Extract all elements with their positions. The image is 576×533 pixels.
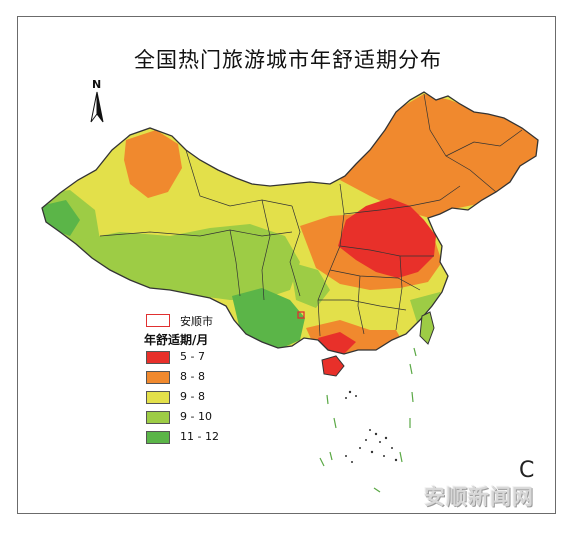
legend-title: 年舒适期/月 [144,333,209,347]
zone-sichuan [290,262,330,308]
corner-label: C [519,458,535,483]
zone-xinjiang-north [124,130,182,198]
legend-label: 11 - 12 [180,430,219,443]
legend-label: 9 - 8 [180,390,205,403]
watermark-logo: 安顺新闻网 [424,485,534,509]
hainan-island [321,355,345,377]
south-china-sea-islands [345,390,398,463]
zone-north-china-plain [338,198,436,278]
legend-swatch [146,371,170,384]
city-legend-label: 安顺市 [180,315,213,328]
zone-yunnan [232,288,305,350]
legend-swatch [146,391,170,404]
legend-swatch [146,351,170,364]
north-label: N [92,78,102,91]
south-china-sea-line [319,347,417,493]
legend-label: 8 - 8 [180,370,205,383]
legend-label: 5 - 7 [180,350,205,363]
anshun-city-marker [297,311,305,319]
north-arrow-icon [90,91,104,123]
zone-tibet [80,224,300,300]
province-borders [99,93,523,337]
city-swatch [146,314,170,327]
taiwan-island [419,311,435,345]
legend-swatch [146,431,170,444]
map-title: 全国热门旅游城市年舒适期分布 [134,48,442,72]
legend-label: 9 - 10 [180,410,212,423]
legend-swatch [146,411,170,424]
zone-pearl-delta [318,332,356,354]
